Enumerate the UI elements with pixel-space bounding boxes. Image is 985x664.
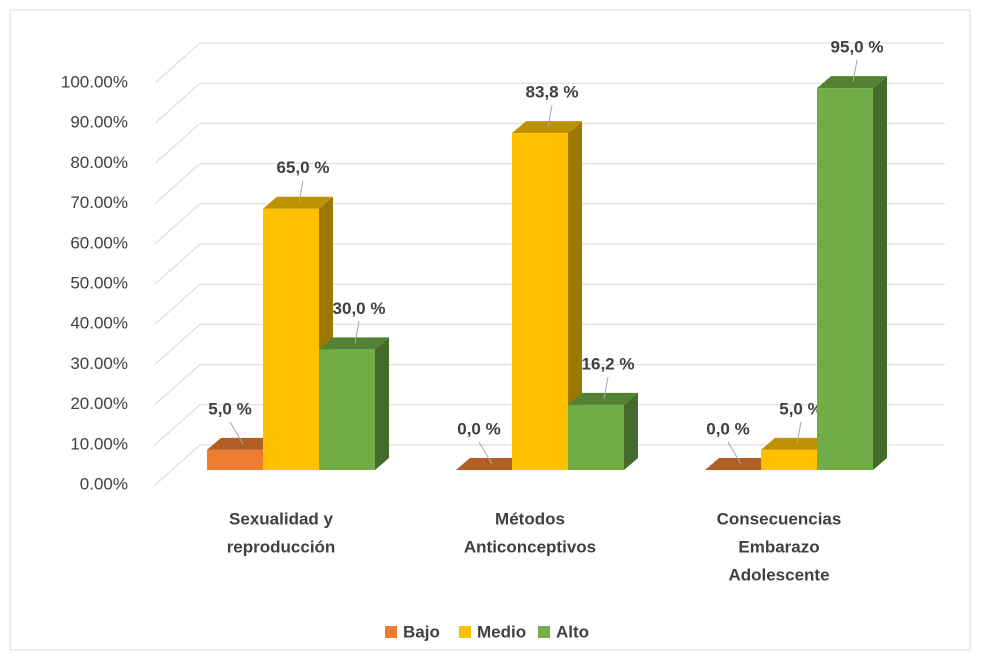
x-tick-label: reproducción bbox=[227, 537, 336, 556]
y-tick-label: 70.00% bbox=[70, 193, 128, 212]
bar-top bbox=[319, 337, 389, 350]
leader-line bbox=[547, 105, 553, 128]
bar-front bbox=[319, 349, 375, 470]
y-tick-label: 100.00% bbox=[61, 72, 128, 91]
leader-line bbox=[478, 441, 493, 465]
leader-line bbox=[796, 421, 802, 444]
y-tick-label: 30.00% bbox=[70, 354, 128, 373]
bar bbox=[817, 76, 887, 470]
data-label: 65,0 % bbox=[277, 158, 330, 177]
y-tick-label: 80.00% bbox=[70, 153, 128, 172]
leader-line bbox=[727, 441, 742, 465]
leader-line bbox=[298, 180, 304, 203]
bar-side bbox=[375, 337, 389, 470]
bar-top bbox=[456, 458, 526, 470]
grid-diagonal bbox=[154, 404, 201, 446]
data-label: 30,0 % bbox=[333, 299, 386, 318]
bar-front bbox=[761, 449, 817, 470]
bar-top bbox=[761, 437, 831, 450]
grid-diagonal bbox=[154, 82, 201, 124]
data-label: 0,0 % bbox=[706, 419, 749, 438]
x-tick-label: Embarazo bbox=[738, 537, 819, 556]
bar-top bbox=[705, 458, 775, 470]
bar bbox=[705, 458, 775, 470]
bar bbox=[568, 392, 638, 470]
bar-front bbox=[263, 208, 319, 470]
grid-diagonal bbox=[154, 123, 201, 164]
x-tick-label: Consecuencias bbox=[717, 509, 842, 528]
legend-label: Alto bbox=[556, 622, 589, 641]
bar-side bbox=[568, 121, 582, 471]
grid-diagonal bbox=[154, 444, 201, 486]
x-tick-label: Métodos bbox=[495, 509, 565, 528]
bar-front bbox=[568, 404, 624, 470]
bar-front bbox=[512, 133, 568, 470]
bar-top bbox=[207, 437, 277, 450]
bar bbox=[319, 337, 389, 470]
leader-line bbox=[603, 376, 609, 399]
y-tick-label: 90.00% bbox=[70, 113, 128, 132]
data-label: 16,2 % bbox=[582, 354, 635, 373]
grid-diagonal bbox=[154, 283, 201, 325]
bar-side bbox=[873, 76, 887, 470]
y-tick-label: 20.00% bbox=[70, 394, 128, 413]
grid-diagonal bbox=[154, 243, 201, 285]
grid-diagonal bbox=[154, 163, 201, 204]
y-tick-label: 10.00% bbox=[70, 434, 128, 453]
leader-line bbox=[229, 421, 244, 445]
data-label: 5,0 % bbox=[208, 399, 251, 418]
bar-side bbox=[624, 392, 638, 470]
bar bbox=[456, 458, 526, 470]
y-tick-label: 60.00% bbox=[70, 233, 128, 252]
leader-line bbox=[354, 321, 360, 344]
x-tick-label: Sexualidad y bbox=[229, 509, 333, 528]
data-label: 83,8 % bbox=[526, 83, 579, 102]
grid-diagonal bbox=[154, 364, 201, 405]
bar-front bbox=[207, 449, 263, 470]
bar bbox=[263, 196, 333, 470]
leader-line bbox=[852, 60, 858, 83]
data-label: 95,0 % bbox=[831, 38, 884, 57]
grid-diagonal bbox=[154, 324, 201, 365]
grid-diagonal bbox=[154, 203, 201, 245]
legend-swatch bbox=[459, 626, 471, 638]
bar-top bbox=[512, 121, 582, 134]
y-tick-label: 40.00% bbox=[70, 314, 128, 333]
legend-swatch bbox=[538, 626, 550, 638]
data-label: 5,0 % bbox=[779, 399, 822, 418]
y-tick-label: 0.00% bbox=[80, 474, 128, 493]
legend-label: Bajo bbox=[403, 622, 440, 641]
bar-front bbox=[817, 88, 873, 470]
y-tick-label: 50.00% bbox=[70, 273, 128, 292]
bar-top bbox=[817, 76, 887, 89]
x-tick-label: Adolescente bbox=[728, 565, 829, 584]
bar bbox=[512, 121, 582, 471]
bar-top bbox=[263, 196, 333, 209]
x-tick-label: Anticonceptivos bbox=[464, 537, 596, 556]
legend-label: Medio bbox=[477, 622, 526, 641]
legend-swatch bbox=[385, 626, 397, 638]
chart-border bbox=[9, 9, 971, 651]
data-label: 0,0 % bbox=[457, 419, 500, 438]
grid-diagonal bbox=[154, 42, 201, 84]
bar-top bbox=[568, 392, 638, 405]
